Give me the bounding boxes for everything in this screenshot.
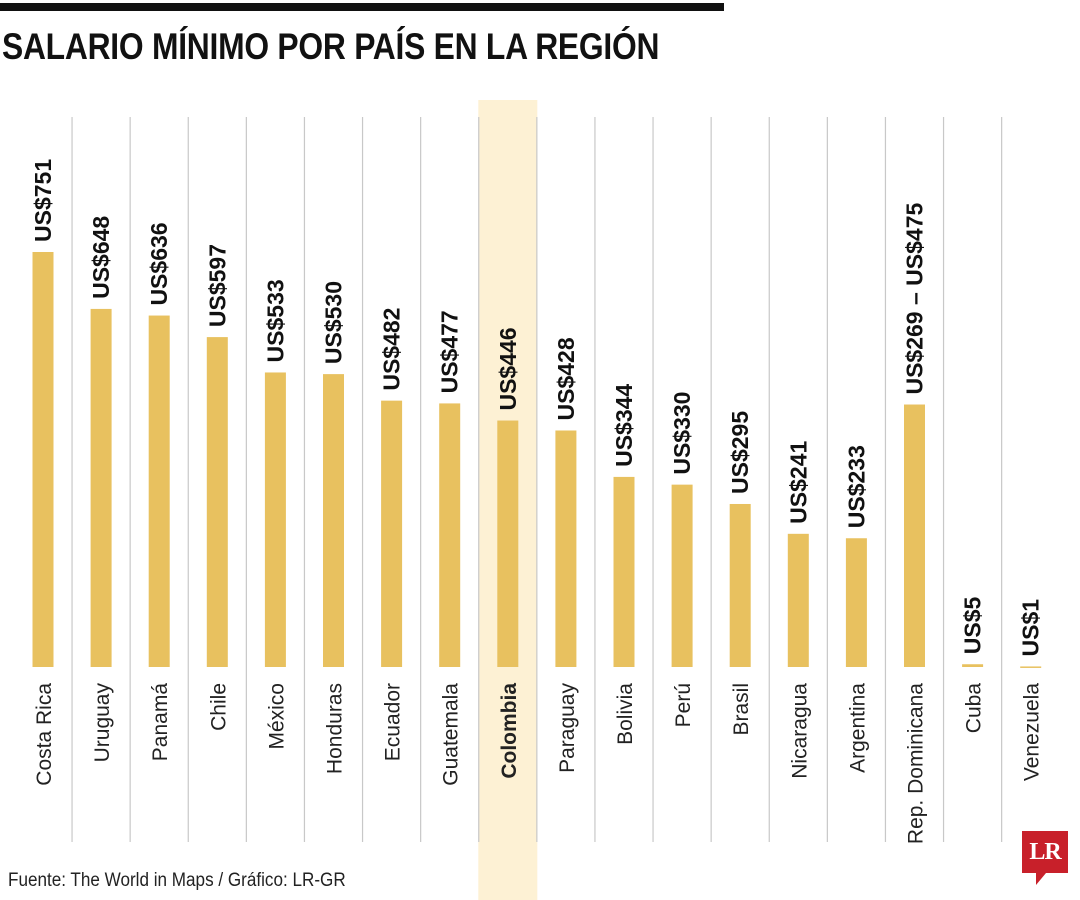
source-note: Fuente: The World in Maps / Gráfico: LR-… (8, 870, 346, 891)
bar-m-xico (264, 372, 286, 667)
bar-brasil (729, 503, 751, 667)
category-label: Uruguay (91, 683, 114, 763)
category-label: México (265, 683, 288, 750)
bar-honduras (323, 374, 344, 667)
bar-nicaragua (787, 533, 809, 667)
title-rule (0, 3, 724, 11)
data-label: US$533 (262, 279, 288, 362)
data-label: US$597 (204, 244, 230, 327)
bar-paraguay (555, 430, 577, 667)
lr-logo: LR (1022, 831, 1068, 885)
bar-argentina (845, 538, 867, 667)
data-label: US$5 (960, 596, 986, 654)
data-label: US$344 (611, 384, 637, 467)
category-label: Ecuador (382, 683, 405, 761)
category-label: Rep. Dominicana (905, 683, 928, 844)
bar-ecuador (381, 400, 403, 667)
data-label: US$428 (553, 337, 579, 420)
data-label: US$241 (785, 440, 811, 523)
bar-colombia (497, 420, 519, 667)
category-label: Panamá (149, 683, 172, 762)
data-label: US$530 (321, 281, 347, 364)
data-label: US$477 (437, 310, 463, 393)
data-label: US$295 (727, 411, 753, 494)
bar-uruguay (90, 308, 112, 667)
category-label: Guatemala (440, 683, 463, 786)
category-label: Bolivia (614, 683, 637, 745)
category-label: Paraguay (556, 683, 579, 773)
data-label: US$1 (1018, 599, 1044, 657)
category-label: Venezuela (1021, 683, 1044, 781)
bar-per- (671, 484, 693, 667)
data-label: US$233 (843, 445, 869, 528)
bar-venezuela (1020, 666, 1042, 668)
bar-cuba (962, 664, 984, 667)
data-label: US$269 – US$475 (902, 203, 928, 395)
chart-title: SALARIO MÍNIMO POR PAÍS EN LA REGIÓN (2, 26, 660, 67)
category-label: Perú (672, 683, 695, 727)
data-label: US$330 (669, 392, 695, 475)
category-label: Nicaragua (788, 683, 811, 779)
category-label: Honduras (324, 683, 347, 774)
category-label: Colombia (498, 683, 521, 779)
data-label: US$636 (146, 222, 172, 305)
bar-rep-dominicana (904, 404, 925, 667)
bar-bolivia (613, 476, 635, 667)
data-label: US$446 (495, 327, 521, 410)
category-label: Costa Rica (33, 683, 56, 786)
category-label: Chile (207, 683, 230, 731)
data-label: US$648 (88, 216, 114, 299)
bar-costa-rica (32, 252, 54, 667)
category-label: Brasil (730, 683, 753, 736)
category-label: Argentina (846, 683, 869, 773)
data-label: US$482 (379, 308, 405, 391)
data-label: US$751 (30, 159, 56, 242)
bar-panam- (148, 315, 170, 667)
bar-guatemala (439, 403, 461, 667)
category-label: Cuba (963, 683, 986, 734)
bar-chile (206, 337, 228, 667)
